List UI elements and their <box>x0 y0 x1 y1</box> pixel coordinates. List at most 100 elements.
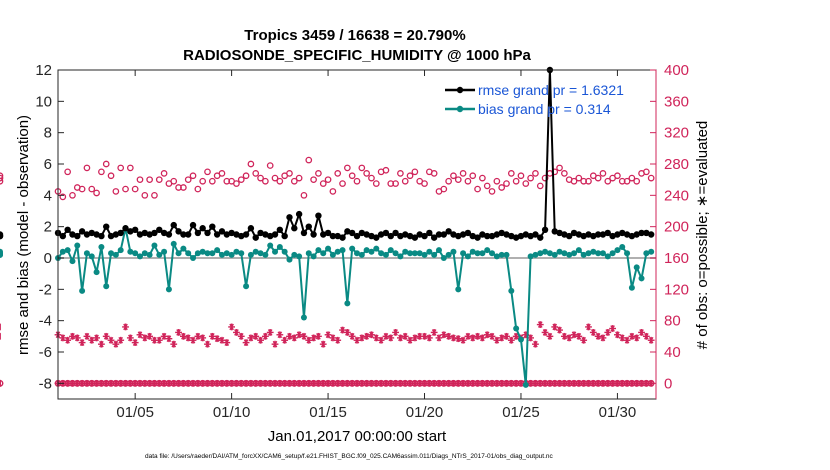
obs-evaluated-point <box>647 336 655 344</box>
obs-evaluated-point <box>469 334 477 342</box>
bias-point <box>141 250 148 257</box>
bias-point <box>59 248 66 255</box>
bias-point <box>243 283 250 290</box>
x-tick-label: 01/15 <box>309 404 347 421</box>
rmse-point <box>315 212 322 219</box>
bias-point <box>546 250 553 257</box>
bias-point <box>619 244 626 251</box>
legend: rmse grand pr = 1.6321 bias grand pr = 0… <box>445 82 624 117</box>
rmse-point <box>257 229 264 237</box>
bias-point <box>431 251 438 258</box>
obs-bottom-star-point <box>580 379 588 387</box>
obs-evaluated-point <box>623 336 631 344</box>
rmse-point <box>643 229 650 237</box>
rmse-point <box>276 226 284 233</box>
obs-possible-point <box>146 176 153 184</box>
obs-possible-point <box>392 180 399 187</box>
rmse-point <box>189 221 197 229</box>
y2-tick-label: 200 <box>664 219 689 236</box>
rmse-point <box>575 231 583 238</box>
rmse-point <box>160 229 168 237</box>
obs-evaluated-point <box>435 334 443 342</box>
bias-point <box>599 250 606 257</box>
bias-point <box>228 251 235 258</box>
obs-possible-point <box>102 160 110 168</box>
obs-evaluated-point <box>69 332 76 340</box>
obs-possible-point <box>599 170 607 177</box>
bias-point <box>281 248 288 255</box>
obs-possible-point <box>194 185 202 193</box>
obs-evaluated-point <box>368 331 375 339</box>
obs-evaluated-point <box>199 334 207 342</box>
obs-bottom-star-point <box>126 379 134 387</box>
obs-possible-point <box>208 177 216 185</box>
bias-point <box>156 251 163 258</box>
rmse-point <box>233 231 240 238</box>
obs-evaluated-point <box>334 336 342 344</box>
obs-possible-point <box>401 177 409 185</box>
obs-evaluated-point <box>464 332 472 340</box>
bias-point <box>402 248 409 255</box>
bias-point <box>416 250 423 257</box>
rmse-point <box>599 231 607 238</box>
rmse-point <box>373 234 380 241</box>
obs-possible-point <box>628 174 636 182</box>
obs-possible-point <box>604 177 612 185</box>
x-axis-label: Jan.01,2017 00:00:00 start <box>268 428 447 445</box>
obs-possible-point <box>614 172 621 180</box>
obs-evaluated-point <box>204 340 211 348</box>
obs-possible-point <box>300 191 308 199</box>
bias-point <box>373 245 380 252</box>
obs-evaluated-point <box>498 334 506 342</box>
obs-possible-point <box>474 185 481 193</box>
rmse-point <box>594 231 602 238</box>
rmse-point <box>633 231 640 238</box>
rmse-point <box>213 231 221 238</box>
rmse-point <box>223 231 230 238</box>
rmse-point <box>541 226 549 233</box>
obs-possible-point <box>372 180 380 187</box>
bias-point <box>537 250 544 257</box>
obs-evaluated-point <box>406 336 414 344</box>
obs-evaluated-point <box>242 339 250 346</box>
rmse-point <box>464 229 472 237</box>
rmse-point <box>397 232 404 240</box>
obs-possible-point <box>498 184 506 191</box>
rmse-point <box>329 232 337 240</box>
obs-evaluated-point <box>131 339 139 346</box>
bias-point <box>614 247 621 254</box>
rmse-point <box>271 231 279 238</box>
obs-evaluated-point <box>281 336 289 344</box>
bias-point <box>161 248 168 255</box>
bias-point <box>98 244 105 251</box>
obs-evaluated-point <box>247 334 255 342</box>
bias-point <box>628 284 635 291</box>
obs-possible-point <box>305 156 313 164</box>
bias-point <box>315 247 322 254</box>
bias-point <box>455 286 462 293</box>
rmse-point <box>561 231 568 238</box>
rmse-point <box>339 234 346 241</box>
bias-point <box>643 250 650 257</box>
rmse-point <box>88 229 95 237</box>
bias-point <box>190 255 197 261</box>
bias-point <box>214 247 221 254</box>
bias-point <box>291 251 298 258</box>
rmse-point <box>402 231 409 238</box>
obs-evaluated-point <box>450 334 457 342</box>
rmse-point <box>623 231 631 238</box>
obs-possible-point <box>319 180 327 187</box>
obs-possible-point <box>155 176 163 184</box>
obs-possible-point <box>0 172 4 180</box>
obs-evaluated-point <box>83 332 91 340</box>
obs-possible-point <box>397 170 404 177</box>
obs-evaluated-point <box>425 334 433 342</box>
rmse-point <box>59 232 67 240</box>
obs-evaluated-point <box>493 336 501 344</box>
bias-point <box>469 248 476 255</box>
obs-evaluated-point <box>286 332 293 340</box>
obs-evaluated-point <box>474 332 481 340</box>
bias-point <box>363 247 370 254</box>
rmse-point <box>614 231 621 238</box>
obs-evaluated-point <box>503 332 510 340</box>
